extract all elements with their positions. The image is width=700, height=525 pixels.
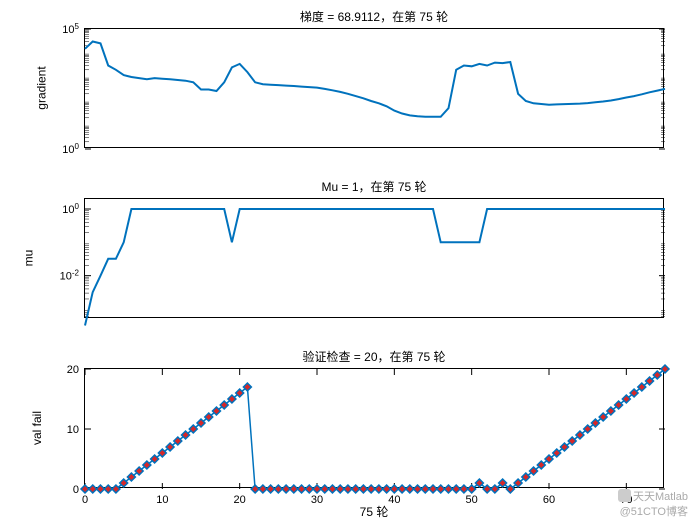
mu-subplot: Mu = 1，在第 75 轮 mu 10-2100: [84, 198, 664, 318]
svg-text:0: 0: [73, 484, 79, 496]
gradient-plot-area: 100105: [84, 28, 664, 148]
gradient-ylabel: gradient: [35, 66, 49, 109]
wechat-icon: [618, 489, 631, 502]
svg-text:10: 10: [67, 424, 79, 436]
svg-text:105: 105: [62, 22, 79, 37]
valfail-plot-area: 01020010203040506070: [84, 368, 664, 488]
mu-plot-area: 10-2100: [84, 198, 664, 318]
svg-text:10-2: 10-2: [60, 268, 80, 283]
watermark-line1: 天天Matlab: [618, 489, 688, 504]
svg-text:100: 100: [62, 202, 79, 217]
svg-text:20: 20: [67, 364, 79, 376]
gradient-subplot: 梯度 = 68.9112，在第 75 轮 gradient 100105: [84, 28, 664, 148]
watermark-line2: @51CTO博客: [618, 505, 688, 519]
watermark: 天天Matlab @51CTO博客: [618, 489, 688, 519]
gradient-svg: 100105: [85, 29, 665, 149]
mu-ylabel: mu: [21, 250, 35, 267]
valfail-ylabel: val fail: [30, 411, 44, 445]
valfail-title: 验证检查 = 20，在第 75 轮: [84, 348, 664, 365]
figure: 梯度 = 68.9112，在第 75 轮 gradient 100105 Mu …: [0, 0, 700, 525]
mu-svg: 10-2100: [85, 199, 665, 319]
mu-title: Mu = 1，在第 75 轮: [84, 178, 664, 195]
valfail-svg: 01020010203040506070: [85, 369, 665, 489]
svg-text:100: 100: [62, 142, 79, 157]
gradient-title: 梯度 = 68.9112，在第 75 轮: [84, 8, 664, 25]
valfail-xlabel: 75 轮: [84, 503, 664, 520]
valfail-subplot: 验证检查 = 20，在第 75 轮 val fail 0102001020304…: [84, 368, 664, 488]
